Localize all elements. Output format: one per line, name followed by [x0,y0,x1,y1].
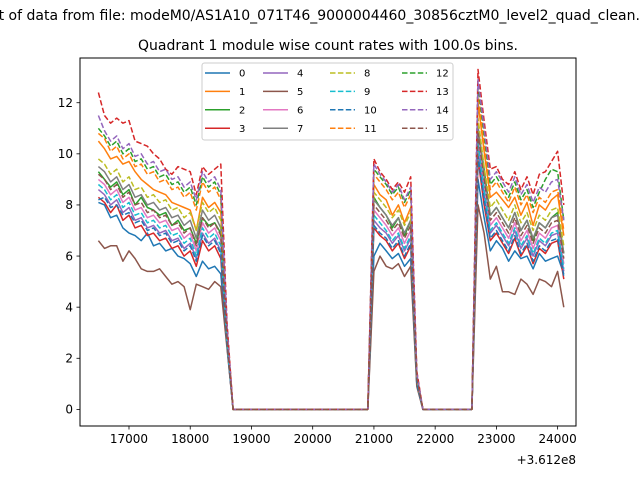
legend-label-5: 5 [297,87,303,98]
y-tick-label: 12 [58,96,73,110]
legend-label-1: 1 [239,87,245,98]
legend-label-11: 11 [364,124,377,135]
legend-frame [201,62,454,141]
legend-label-12: 12 [436,69,449,80]
y-tick-label: 0 [65,403,73,417]
y-tick-label: 2 [65,352,73,366]
legend-label-9: 9 [364,87,370,98]
x-tick-label: 18000 [171,432,209,446]
series-layer [97,68,565,411]
x-tick-label: 21000 [355,432,393,446]
legend-label-10: 10 [364,105,377,116]
y-tick-label: 6 [65,249,73,263]
legend-label-7: 7 [297,124,303,135]
chart-title: Quadrant 1 module wise count rates with … [138,38,518,54]
legend-label-13: 13 [436,87,449,98]
legend-label-4: 4 [297,69,303,80]
y-tick-label: 10 [58,147,73,161]
x-axis: 17000 18000 19000 20000 21000 22000 23000 24000 [110,426,577,446]
x-tick-label: 24000 [539,432,577,446]
legend-label-15: 15 [436,124,449,135]
figure-suptitle: Plot of data from file: modeM0/AS1A10_07… [0,8,640,24]
legend-label-3: 3 [239,124,245,135]
legend-label-6: 6 [297,105,303,116]
series-line-8 [97,117,565,411]
y-tick-label: 4 [65,300,73,314]
legend-label-14: 14 [436,105,449,116]
legend-label-2: 2 [239,105,245,116]
y-axis: 0 2 4 6 8 10 12 [58,96,80,417]
y-tick-label: 8 [65,198,73,212]
legend-label-8: 8 [364,69,370,80]
x-tick-label: 19000 [232,432,270,446]
x-tick-label: 22000 [416,432,454,446]
legend-label-0: 0 [239,69,245,80]
x-tick-label: 17000 [110,432,148,446]
series-line-15 [97,132,565,411]
series-line-9 [97,142,565,411]
x-tick-label: 23000 [477,432,515,446]
x-tick-label: 20000 [294,432,332,446]
axes-frame [79,57,577,427]
plot-area: 17000 18000 19000 20000 21000 22000 23000 24000… [58,57,577,467]
x-axis-offset-label: +3.612e8 [517,453,576,467]
